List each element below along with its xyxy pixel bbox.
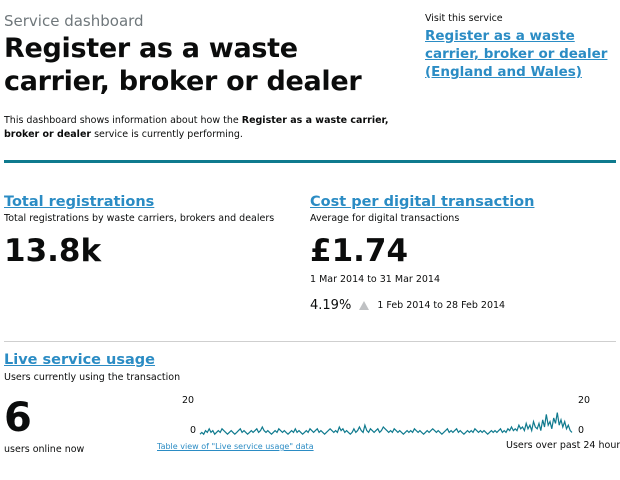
- cost-period: 1 Mar 2014 to 31 Mar 2014: [310, 274, 440, 285]
- header-divider: [4, 160, 616, 163]
- live-service-usage-link[interactable]: Live service usage: [4, 352, 156, 368]
- service-dashboard-kicker: Service dashboard: [4, 12, 144, 30]
- intro-service-name: Register as a waste carrier, broker or d…: [4, 115, 389, 140]
- intro-text: This dashboard shows information about h…: [4, 114, 389, 142]
- cost-per-transaction-value: £1.74: [310, 233, 409, 269]
- triangle-up-icon: [359, 301, 370, 310]
- cost-change-row: 4.19% 1 Feb 2014 to 28 Feb 2014: [310, 298, 505, 313]
- live-usage-series-line: [199, 412, 573, 436]
- visit-service-link[interactable]: Register as a waste carrier, broker or d…: [425, 28, 608, 80]
- total-registrations-description: Total registrations by waste carriers, b…: [4, 213, 275, 224]
- table-view-link[interactable]: Table view of "Live service usage" data: [157, 442, 314, 451]
- cost-change-period: 1 Feb 2014 to 28 Feb 2014: [377, 300, 506, 311]
- total-registrations-value: 13.8k: [4, 233, 102, 269]
- page-title: Register as a waste carrier, broker or d…: [4, 33, 362, 97]
- section-divider: [4, 341, 616, 342]
- y-max-label-right: 20: [578, 395, 591, 406]
- cost-per-transaction-description: Average for digital transactions: [310, 213, 460, 224]
- live-usage-chart: [199, 412, 573, 436]
- cost-per-transaction-link[interactable]: Cost per digital transaction: [310, 194, 535, 210]
- live-usage-description: Users currently using the transaction: [4, 372, 181, 383]
- live-usage-value: 6: [4, 395, 32, 441]
- intro-suffix: service is currently performing.: [91, 129, 243, 140]
- visit-service-label: Visit this service: [425, 13, 503, 24]
- total-registrations-link[interactable]: Total registrations: [4, 194, 155, 210]
- cost-change-value: 4.19%: [310, 298, 352, 313]
- y-min-label-right: 0: [578, 425, 585, 436]
- y-min-label-left: 0: [190, 425, 197, 436]
- intro-prefix: This dashboard shows information about h…: [4, 115, 242, 126]
- visit-service-box: Visit this service Register as a waste c…: [425, 13, 620, 81]
- live-usage-value-label: users online now: [4, 444, 85, 455]
- users-past-24-hours-label: Users over past 24 hours: [506, 440, 620, 451]
- y-max-label-left: 20: [182, 395, 195, 406]
